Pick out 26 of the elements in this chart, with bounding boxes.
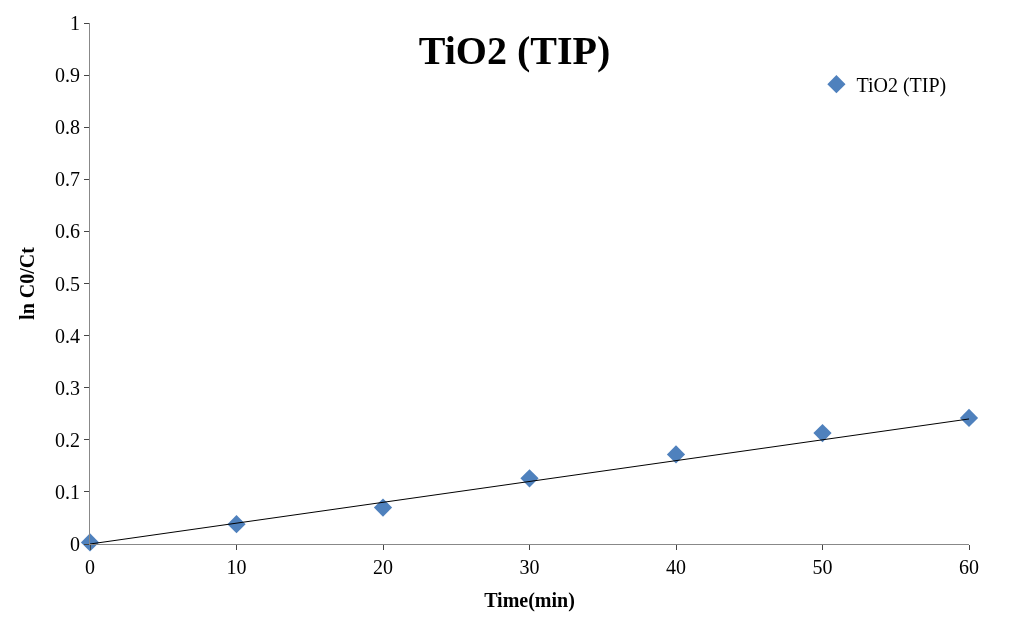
- y-axis-title: ln C0/Ct: [15, 246, 38, 320]
- chart-title: TiO2 (TIP): [418, 27, 611, 73]
- y-tick-label: 0.1: [55, 480, 80, 503]
- point: [373, 498, 393, 517]
- x-tick-label: 50: [812, 556, 833, 578]
- point: [666, 445, 686, 464]
- legend-label: TiO2 (TIP): [856, 73, 947, 97]
- x-tick-label: 40: [666, 556, 686, 578]
- y-tick-label: 0.7: [55, 168, 80, 191]
- y-tick-label: 0.9: [55, 64, 80, 87]
- y-tick-label: 0.5: [55, 272, 80, 295]
- y-tick-label: 0.4: [55, 324, 80, 347]
- x-axis-title: Time(min): [484, 588, 575, 612]
- point: [813, 423, 832, 443]
- x-tick-label: 10: [226, 556, 247, 578]
- y-tick-label: 0.2: [55, 428, 80, 451]
- y-tick-label: 0.8: [55, 116, 80, 139]
- x-tick-label: 30: [519, 556, 540, 578]
- x-tick-label: 20: [373, 556, 393, 578]
- y-tick-label: 0.3: [55, 376, 80, 399]
- y-tick-label: 0: [70, 533, 80, 555]
- point: [959, 408, 979, 428]
- y-tick-label: 1: [70, 12, 80, 34]
- y-tick-label: 0.6: [55, 220, 80, 243]
- x-tick-label: 0: [85, 556, 95, 578]
- x-tick-label: 60: [959, 556, 979, 578]
